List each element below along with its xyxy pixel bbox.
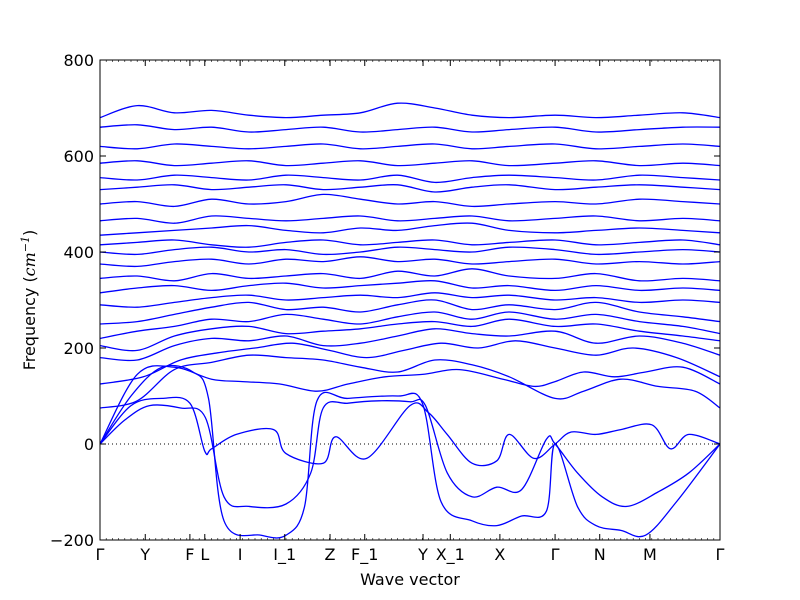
y-axis-title-suffix: ) — [20, 230, 39, 236]
band-line-21 — [100, 174, 720, 184]
x-tick-label: N — [594, 545, 606, 564]
x-tick-label: F — [185, 545, 194, 564]
x-tick-label: Γ — [716, 545, 725, 564]
band-line-17 — [100, 222, 720, 236]
band-line-6 — [100, 340, 720, 385]
y-axis-title-prefix: Frequency ( — [20, 276, 39, 370]
band-line-10 — [100, 299, 720, 325]
band-line-18 — [100, 215, 720, 224]
y-tick-label: 200 — [63, 339, 94, 358]
x-tick-label: L — [200, 545, 209, 564]
x-tick-label: X — [494, 545, 505, 564]
band-line-20 — [100, 183, 720, 193]
band-line-5 — [100, 354, 720, 409]
x-tick-label: I — [238, 545, 243, 564]
band-lines — [100, 102, 720, 539]
band-line-11 — [100, 292, 720, 308]
x-tick-label: I_1 — [273, 545, 296, 565]
band-line-8 — [100, 318, 720, 352]
y-axis-ticks: −200 0 200 400 600 800 — [50, 51, 720, 550]
x-tick-label: Γ — [551, 545, 560, 564]
y-axis-title: Frequency (cm−1) — [19, 230, 39, 371]
x-tick-label: X_1 — [436, 545, 465, 565]
x-axis-title: Wave vector — [360, 570, 460, 589]
x-tick-label: Y — [139, 545, 150, 564]
band-line-16 — [100, 239, 720, 248]
band-line-9 — [100, 311, 720, 340]
plot-frame — [99, 59, 721, 541]
band-line-3 — [100, 364, 720, 539]
x-tick-label: Y — [417, 545, 428, 564]
band-line-23 — [100, 143, 720, 150]
y-tick-label: 400 — [63, 243, 94, 262]
y-axis-title-unit: cm — [20, 252, 39, 276]
x-tick-label: M — [643, 545, 657, 564]
band-line-19 — [100, 193, 720, 208]
x-tick-label: Γ — [96, 545, 105, 564]
band-line-14 — [100, 256, 720, 268]
x-tick-label: Z — [325, 545, 336, 564]
band-line-7 — [100, 328, 720, 362]
band-line-2 — [100, 398, 720, 509]
y-tick-label: −200 — [50, 531, 94, 550]
band-line-15 — [100, 246, 720, 256]
y-tick-label: 600 — [63, 147, 94, 166]
x-tick-label: F_1 — [351, 545, 378, 565]
band-line-25 — [100, 102, 720, 119]
band-line-24 — [100, 124, 720, 133]
band-line-22 — [100, 160, 720, 167]
y-tick-label: 800 — [63, 51, 94, 70]
band-line-13 — [100, 268, 720, 282]
band-line-12 — [100, 279, 720, 294]
y-axis-title-exponent: −1 — [19, 236, 32, 252]
x-axis-ticks: Γ Y F L I I_1 Z F_1 Y X_1 X Γ N M Γ — [96, 60, 725, 565]
band-line-4 — [100, 365, 720, 445]
y-tick-label: 0 — [84, 435, 94, 454]
